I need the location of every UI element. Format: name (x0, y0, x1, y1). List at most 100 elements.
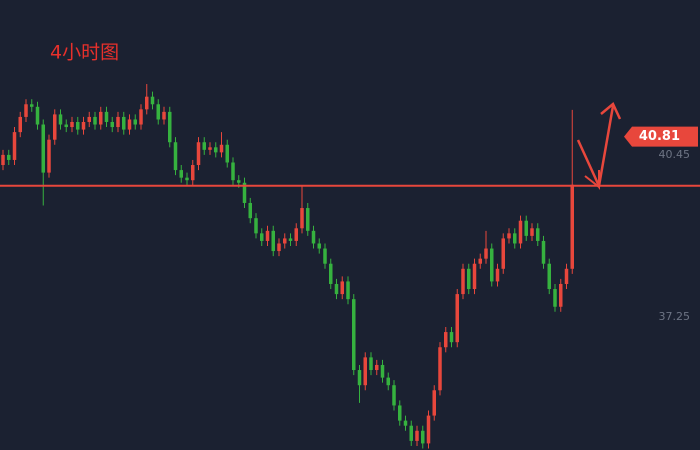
candle-body (254, 218, 258, 234)
candle-body (541, 240, 546, 264)
candle-body (127, 119, 132, 130)
candle-body (300, 208, 304, 229)
candle-body (461, 268, 465, 295)
candle-body (81, 121, 86, 130)
candle-body (380, 364, 385, 378)
candle-body (288, 238, 293, 241)
candle-body (208, 147, 212, 150)
candle-body (553, 289, 557, 307)
chart-title: 4小时图 (50, 42, 119, 64)
candle-body (18, 116, 22, 133)
candle-body (214, 147, 218, 153)
price-tag-label: 40.81 (639, 129, 680, 144)
candle-body (444, 332, 448, 348)
candle-body (47, 139, 51, 173)
candle-body (231, 162, 235, 181)
candle-body (156, 104, 160, 120)
price-tag (624, 126, 698, 147)
candle-body (501, 238, 505, 269)
candle-body (271, 230, 275, 252)
candle-body (133, 119, 137, 125)
candle-body (58, 114, 63, 125)
candle-body (467, 268, 471, 290)
candle-body (41, 124, 45, 173)
candle-body (403, 420, 408, 426)
candle-body (352, 299, 356, 371)
candle-body (24, 104, 28, 117)
candle-body (547, 263, 551, 290)
candle-body (415, 430, 419, 441)
candle-body (490, 248, 494, 282)
candle-body (225, 144, 229, 163)
arrow-head (600, 102, 622, 120)
candle-body (311, 230, 316, 244)
candle-body (30, 104, 34, 107)
candle-body (409, 425, 413, 441)
candle-body (53, 114, 57, 140)
annotation-arrow (576, 105, 615, 191)
candle-body (12, 132, 17, 160)
candle-body (87, 116, 91, 122)
candle-body (265, 230, 270, 241)
candle-body (168, 111, 172, 143)
candle-body (64, 124, 68, 128)
candle-body (357, 370, 362, 386)
y-tick-label: 37.25 (659, 310, 691, 323)
candle-body (438, 347, 442, 391)
candle-body (242, 182, 247, 203)
candle-body (507, 233, 511, 239)
candle-body (277, 243, 281, 252)
arrow-head (584, 170, 600, 190)
candle-body (329, 263, 333, 284)
candle-body (191, 165, 195, 181)
candle-body (484, 248, 488, 259)
candle-body (185, 177, 189, 181)
candle-body (530, 228, 534, 236)
candle-body (472, 263, 477, 290)
candle-body (369, 357, 373, 371)
candle-body (237, 180, 241, 183)
candle-body (173, 142, 178, 171)
candle-body (150, 96, 155, 105)
candle-body (294, 228, 298, 241)
candle-body (76, 121, 80, 130)
candle-body (122, 116, 126, 130)
candle-body (559, 283, 563, 307)
candle-body (564, 268, 569, 284)
candle-body (179, 170, 183, 178)
candle-body (386, 377, 390, 386)
candle-body (570, 184, 574, 269)
candle-body (518, 220, 523, 244)
candle-body (421, 430, 425, 444)
candle-body (346, 281, 350, 300)
candle-body (110, 121, 114, 128)
candle-body (398, 405, 402, 421)
candle-body (334, 283, 339, 295)
candle-body (116, 116, 120, 128)
candle-body (455, 294, 459, 343)
candle-body (139, 109, 143, 125)
y-tick-label: 40.45 (659, 148, 691, 161)
candle-body (162, 111, 166, 120)
candle-body (513, 233, 517, 244)
candle-body (317, 243, 321, 249)
candle-body (432, 390, 436, 416)
candle-body (70, 121, 74, 128)
candle-body (323, 248, 327, 264)
candle-body (104, 111, 109, 122)
candle-body (260, 233, 264, 241)
candle-body (283, 238, 287, 244)
candle-body (392, 385, 396, 406)
candle-body (495, 268, 500, 282)
candle-body (248, 202, 252, 219)
candle-body (219, 144, 224, 153)
candle-body (478, 258, 482, 264)
candle-body (1, 154, 5, 166)
candle-body (202, 142, 206, 150)
candle-body (524, 220, 528, 236)
candle-body (35, 106, 40, 125)
candle-body (306, 208, 310, 231)
candle-body (93, 116, 97, 125)
